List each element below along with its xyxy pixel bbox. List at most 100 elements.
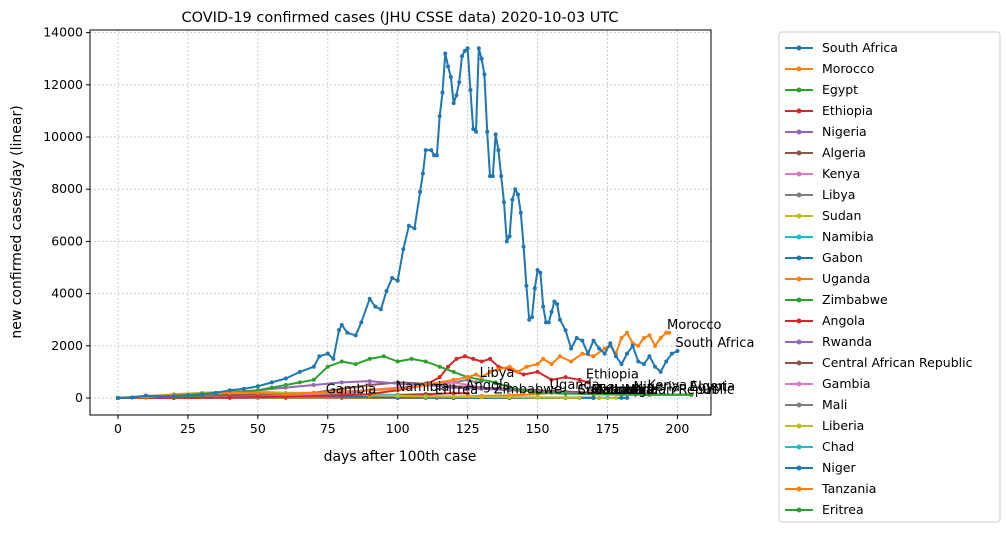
legend-label: Mali (822, 397, 847, 412)
data-point (549, 362, 554, 367)
legend-item: Rwanda (785, 334, 872, 349)
legend-marker (796, 255, 802, 261)
series-end-label: Mali (592, 383, 618, 398)
legend-frame (778, 31, 1001, 523)
data-point (535, 362, 540, 367)
legend-item: Kenya (785, 166, 860, 181)
x-tick-label: 125 (456, 421, 480, 436)
data-point (664, 330, 669, 335)
data-point (448, 74, 453, 79)
legend-label: Egypt (822, 82, 858, 97)
data-point (591, 354, 596, 359)
data-point (658, 369, 663, 374)
data-point (535, 369, 540, 374)
series-end-label: Niger (625, 383, 661, 398)
legend-item: Angola (785, 313, 865, 328)
data-point (496, 148, 501, 153)
data-point (465, 391, 470, 396)
data-point (529, 315, 534, 320)
data-point (574, 336, 579, 340)
data-point (515, 192, 520, 197)
legend-item: Tanzania (785, 481, 876, 496)
data-point (457, 80, 462, 85)
data-point (535, 395, 540, 400)
data-point (563, 395, 568, 400)
data-point (443, 51, 448, 56)
legend-item: Mali (785, 397, 847, 412)
data-point (185, 393, 190, 398)
series-end-label: Nigeria (633, 380, 680, 395)
data-point (597, 346, 602, 351)
data-point (437, 364, 442, 369)
legend-item: Central African Republic (785, 355, 973, 370)
data-point (474, 380, 479, 385)
data-point (527, 317, 532, 322)
series-end-label: Ethiopia (586, 367, 639, 382)
legend-label: Sudan (822, 208, 861, 223)
legend-item: Ethiopia (785, 103, 873, 118)
legend-item: Zimbabwe (785, 292, 888, 307)
legend-item: Uganda (785, 271, 870, 286)
data-point (420, 171, 425, 176)
plot-frame (89, 29, 712, 416)
data-point (518, 210, 523, 215)
data-point (499, 174, 504, 179)
data-point (619, 392, 624, 397)
legend-item: Namibia (785, 229, 874, 244)
legend-marker (796, 444, 802, 450)
data-point (488, 174, 493, 179)
data-point (462, 354, 467, 359)
data-point (549, 377, 554, 382)
series-end-label: Algeria (689, 380, 735, 395)
series-end-label: Kenya (647, 378, 687, 393)
data-point (353, 362, 358, 367)
series-end-label: Rwanda (592, 383, 644, 398)
data-point (591, 392, 596, 397)
legend-marker (796, 297, 802, 303)
data-point (555, 302, 560, 307)
data-point (585, 380, 590, 385)
data-point (325, 351, 330, 356)
data-point (577, 395, 582, 400)
data-point (541, 356, 546, 361)
data-point (423, 359, 428, 364)
series-end-label: South Africa (675, 336, 754, 351)
data-point (446, 64, 451, 69)
legend-label: Gabon (822, 250, 863, 265)
legend-label: Eritrea (822, 502, 864, 517)
legend-label: Angola (822, 313, 865, 328)
data-point (353, 333, 358, 338)
data-point (283, 392, 288, 397)
data-point (474, 372, 479, 377)
data-point (227, 388, 232, 393)
legend-label: Rwanda (822, 334, 872, 349)
data-point (451, 385, 456, 390)
legend-item: Chad (785, 439, 854, 454)
series-end-label: Namibia (396, 380, 450, 395)
legend-item: Eritrea (785, 502, 864, 517)
data-point (384, 289, 389, 294)
data-point (549, 309, 554, 314)
legend-item: Algeria (785, 145, 866, 160)
data-point (465, 46, 470, 51)
data-point (563, 391, 568, 396)
series-1 (115, 330, 672, 401)
data-point (339, 389, 344, 394)
data-point (395, 278, 400, 283)
data-point (479, 394, 484, 399)
data-point (129, 395, 134, 400)
data-point (636, 343, 641, 348)
data-point (591, 395, 596, 400)
data-point (409, 356, 414, 361)
legend-marker (796, 318, 802, 324)
legend-label: Kenya (822, 166, 860, 181)
data-point (395, 359, 400, 364)
data-point (401, 247, 406, 252)
data-point (507, 395, 512, 400)
data-point (339, 393, 344, 398)
data-point (535, 268, 540, 273)
data-point (507, 234, 512, 239)
data-point (157, 394, 162, 399)
